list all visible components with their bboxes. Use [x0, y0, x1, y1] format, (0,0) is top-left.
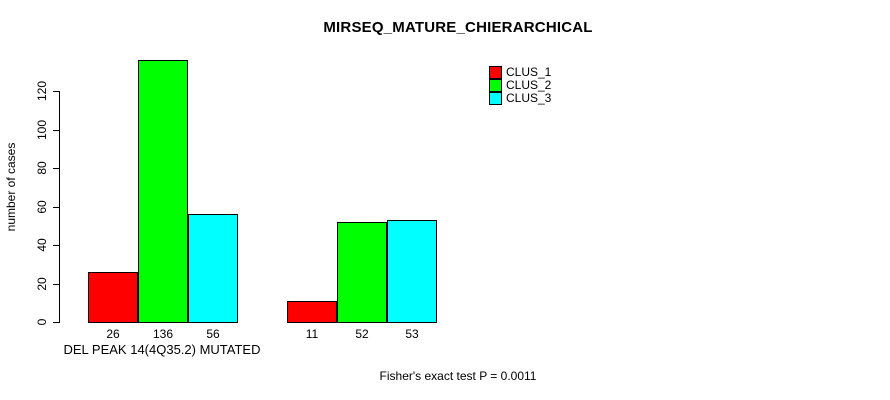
- legend-label: CLUS_3: [506, 91, 552, 105]
- y-axis-label: number of cases: [4, 142, 18, 232]
- legend-item-clus_3: CLUS_3: [489, 92, 551, 105]
- legend: CLUS_1 CLUS_2 CLUS_3: [489, 66, 551, 105]
- y-tick-mark: [53, 245, 59, 246]
- y-tick-mark: [53, 322, 59, 323]
- y-tick-label: 60: [35, 199, 49, 214]
- y-tick-label: 0: [35, 318, 49, 326]
- bar-value-label: 26: [106, 327, 120, 341]
- bar-clus_1-group1: [88, 271, 138, 323]
- chart-title: MIRSEQ_MATURE_CHIERARCHICAL: [323, 19, 593, 36]
- bar-clus_1-group2: [287, 300, 337, 323]
- bar-clus_2-group1: [138, 60, 188, 323]
- bar-value-label: 11: [305, 327, 319, 341]
- y-axis-line: [59, 91, 60, 323]
- y-tick-mark: [53, 91, 59, 92]
- y-tick-label: 40: [35, 238, 49, 252]
- bar-value-label: 53: [405, 327, 419, 341]
- legend-label: CLUS_2: [506, 78, 552, 92]
- y-tick-mark: [53, 129, 59, 131]
- y-tick-mark: [53, 206, 59, 208]
- y-tick-mark: [53, 283, 59, 285]
- bar-clus_2-group2: [337, 221, 387, 323]
- legend-swatch-icon: [489, 92, 502, 105]
- legend-item-clus_2: CLUS_2: [489, 79, 551, 92]
- y-tick-label: 100: [35, 119, 49, 140]
- bar-value-label: 136: [152, 327, 174, 341]
- y-tick-mark: [53, 168, 59, 169]
- legend-swatch-icon: [489, 66, 502, 79]
- y-tick-label: 120: [35, 80, 49, 102]
- y-tick-label: 80: [35, 161, 49, 175]
- annotation-fisher-test: Fisher's exact test P = 0.0011: [379, 369, 537, 383]
- bar-value-label: 56: [206, 327, 220, 341]
- bar-value-label: 52: [355, 327, 369, 341]
- y-tick-label: 20: [35, 276, 49, 291]
- bar-clus_3-group1: [188, 214, 238, 323]
- legend-swatch-icon: [489, 79, 502, 92]
- legend-item-clus_1: CLUS_1: [489, 66, 551, 79]
- legend-label: CLUS_1: [506, 65, 552, 79]
- x-axis-group-label: DEL PEAK 14(4Q35.2) MUTATED: [63, 342, 261, 357]
- bar-clus_3-group2: [387, 219, 437, 323]
